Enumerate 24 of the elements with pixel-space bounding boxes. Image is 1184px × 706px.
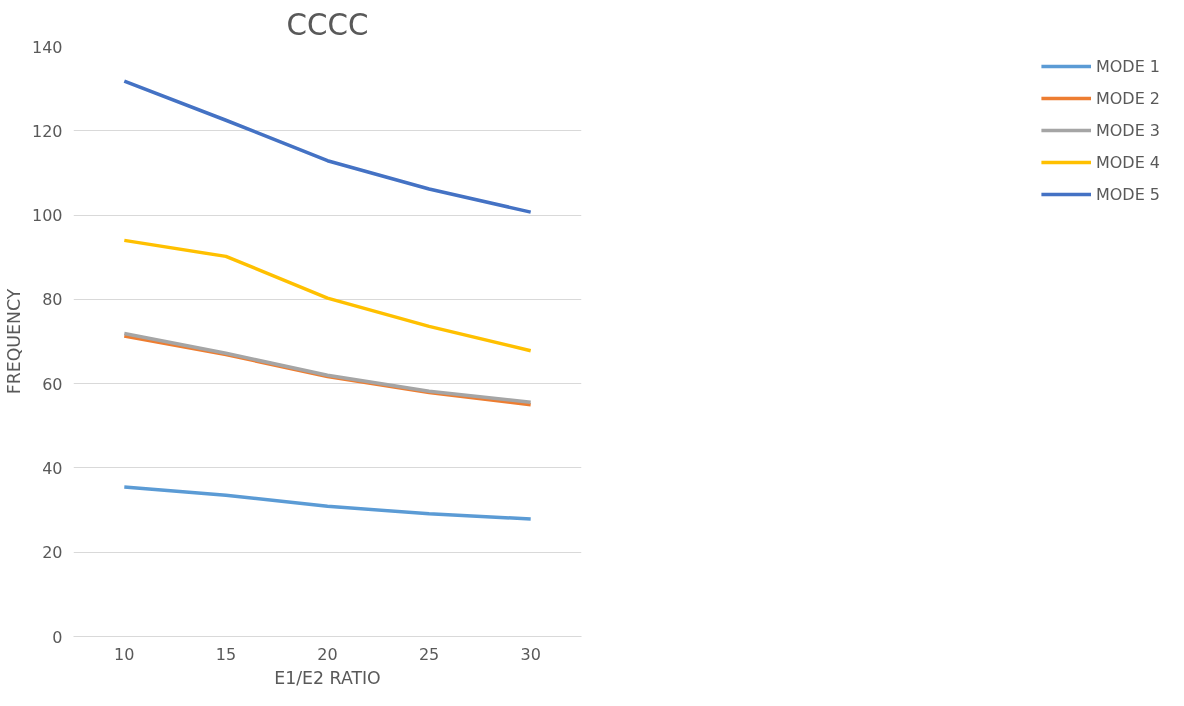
y-tick-label: 100 bbox=[31, 206, 63, 226]
line-series bbox=[122, 485, 533, 521]
x-tick-label: 25 bbox=[418, 644, 440, 664]
y-tick-label: 120 bbox=[31, 121, 63, 141]
y-tick-label: 40 bbox=[42, 458, 63, 478]
chart-title: CCCC bbox=[286, 7, 369, 42]
legend-label: MODE 2 bbox=[1095, 88, 1160, 108]
line-series bbox=[122, 238, 533, 353]
y-axis-title: FREQUENCY bbox=[3, 288, 24, 395]
x-tick-label: 20 bbox=[317, 644, 338, 664]
y-tick-label: 140 bbox=[31, 37, 63, 57]
legend-label: MODE 4 bbox=[1095, 152, 1160, 172]
x-tick-label: 30 bbox=[520, 644, 541, 664]
legend-label: MODE 5 bbox=[1095, 184, 1160, 204]
x-tick-label: 10 bbox=[114, 644, 135, 664]
line-series bbox=[122, 79, 533, 214]
y-tick-label: 20 bbox=[42, 543, 63, 563]
y-tick-label: 80 bbox=[42, 290, 63, 310]
y-tick-label: 0 bbox=[52, 627, 63, 647]
legend-label: MODE 3 bbox=[1095, 120, 1160, 140]
legend-label: MODE 1 bbox=[1095, 56, 1160, 76]
x-axis-title: E1/E2 RATIO bbox=[274, 667, 381, 688]
x-tick-label: 15 bbox=[215, 644, 237, 664]
y-tick-label: 60 bbox=[42, 374, 63, 394]
